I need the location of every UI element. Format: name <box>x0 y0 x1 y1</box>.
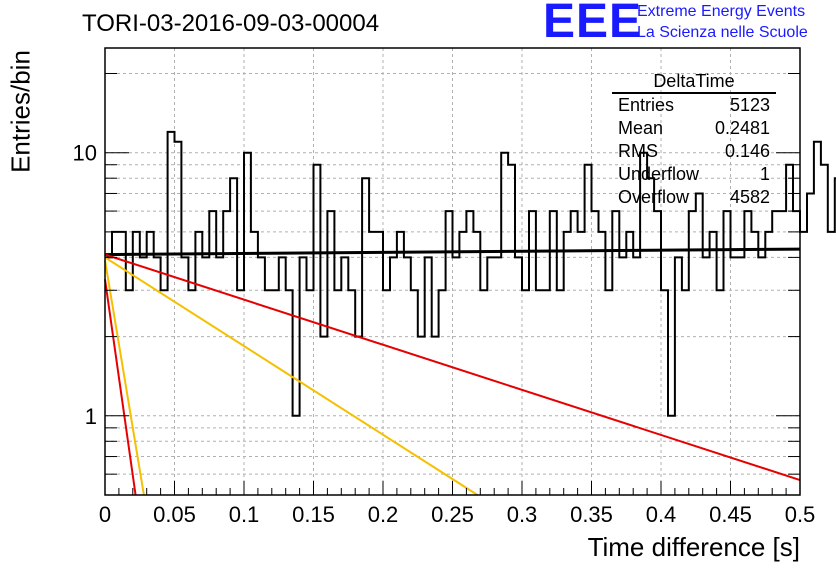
stats-box: DeltaTime Entries 5123 Mean 0.2481 RMS 0… <box>612 70 776 209</box>
x-tick-label: 0 <box>99 502 111 527</box>
org-name-line2: La Scienza nelle Scuole <box>637 24 808 41</box>
y-axis-label: Entries/bin <box>5 50 36 173</box>
fit-curves <box>104 247 801 496</box>
fit-curve-fast-exp-red <box>104 279 137 496</box>
x-tick-label: 0.05 <box>153 502 196 527</box>
x-tick-label: 0.5 <box>785 502 816 527</box>
x-tick-label: 0.1 <box>229 502 260 527</box>
x-tick-label: 0.25 <box>431 502 474 527</box>
eee-logo: EEE <box>543 0 643 48</box>
chart-title: TORI-03-2016-09-03-00004 <box>82 10 380 37</box>
y-tick-label: 10 <box>73 141 97 166</box>
stat-value: 5123 <box>729 95 770 115</box>
x-axis-label: Time difference [s] <box>587 532 800 562</box>
stat-row-overflow: Overflow 4582 <box>612 186 776 209</box>
fit-curve-fast-exp-yellow <box>104 260 145 496</box>
x-tick-label: 0.15 <box>292 502 335 527</box>
stat-value: 4582 <box>729 187 770 207</box>
stats-title: DeltaTime <box>612 70 776 94</box>
tick-labels: 0 0.05 0.1 0.15 0.2 0.25 0.3 0.35 0.4 0.45 0.5 1 10 <box>73 141 816 527</box>
fit-curve-constant <box>104 247 801 257</box>
stat-label: Underflow <box>618 164 700 184</box>
fit-curve-mid-exp-yellow <box>104 256 479 496</box>
stat-row-rms: RMS 0.146 <box>612 140 776 163</box>
x-tick-label: 0.2 <box>368 502 399 527</box>
stat-row-entries: Entries 5123 <box>612 94 776 117</box>
x-tick-label: 0.35 <box>570 502 613 527</box>
stat-value: 0.2481 <box>714 118 770 138</box>
histogram-bars <box>105 130 836 417</box>
stat-row-mean: Mean 0.2481 <box>612 117 776 140</box>
x-tick-label: 0.3 <box>507 502 538 527</box>
axis-ticks <box>104 72 801 496</box>
stat-label: Overflow <box>618 187 690 207</box>
x-tick-label: 0.45 <box>709 502 752 527</box>
stat-label: Entries <box>618 95 675 115</box>
stat-value: 0.146 <box>724 141 770 161</box>
stat-label: RMS <box>618 141 658 161</box>
grid-lines <box>105 48 800 496</box>
histogram-outline <box>105 130 836 417</box>
org-name-line1: Extreme Energy Events <box>637 3 806 20</box>
stat-row-underflow: Underflow 1 <box>612 163 776 186</box>
stat-label: Mean <box>618 118 664 138</box>
y-tick-label: 1 <box>85 404 97 429</box>
fit-curve-slow-exp-red <box>104 253 801 481</box>
x-tick-label: 0.4 <box>646 502 677 527</box>
stat-value: 1 <box>759 164 770 184</box>
